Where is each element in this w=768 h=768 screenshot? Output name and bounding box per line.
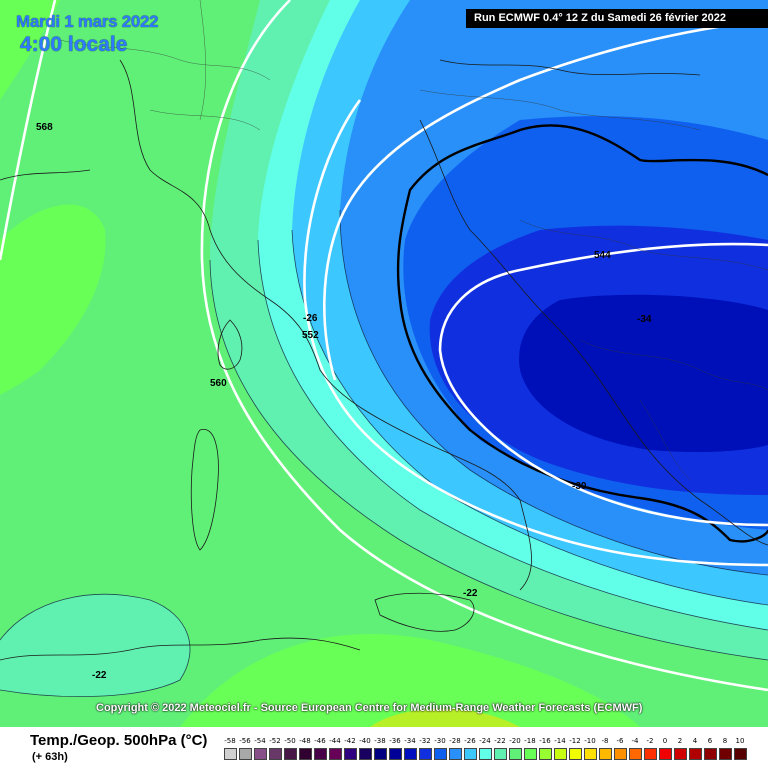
scale-label: -10: [584, 737, 596, 745]
label-geop-560: 560: [210, 378, 227, 389]
field-t-18-top: [0, 0, 60, 100]
scale-label: -4: [631, 737, 639, 745]
field-t-22-south: [0, 594, 190, 697]
scale-swatch: [644, 748, 657, 760]
forecast-time: 4:00 locale: [20, 33, 128, 56]
legend-lead-time: (+ 63h): [32, 751, 68, 763]
label-geop-552: 552: [302, 330, 319, 341]
weather-map: 568 560 552 544 -26 -34 -30 -22 -22: [0, 0, 768, 727]
scale-label: -36: [389, 737, 401, 745]
field-t-18-south: [180, 633, 640, 727]
scale-swatch: [569, 748, 582, 760]
scale-label: -32: [419, 737, 431, 745]
scale-swatch: [389, 748, 402, 760]
scale-label: -2: [646, 737, 654, 745]
scale-label: 6: [707, 737, 713, 745]
scale-label: -24: [479, 737, 491, 745]
scale-label: -52: [269, 737, 281, 745]
scale-swatch: [374, 748, 387, 760]
scale-label: -22: [494, 737, 506, 745]
scale-swatch: [494, 748, 507, 760]
scale-swatch: [329, 748, 342, 760]
scale-swatch: [509, 748, 522, 760]
scale-label: -40: [359, 737, 371, 745]
scale-swatch: [464, 748, 477, 760]
scale-label: -8: [601, 737, 609, 745]
coastlines: [0, 59, 768, 661]
label-geop-568: 568: [36, 122, 53, 133]
scale-label: 4: [692, 737, 698, 745]
scale-swatch: [359, 748, 372, 760]
scale-swatch: [299, 748, 312, 760]
label-temp-minus22-east: -22: [463, 588, 478, 599]
label-geop-544: 544: [594, 250, 611, 261]
scale-swatch: [449, 748, 462, 760]
geopotential-lines: [0, 0, 768, 692]
copyright-notice: Copyright © 2022 Meteociel.fr - Source E…: [96, 702, 643, 714]
label-temp-minus30: -30: [572, 481, 587, 492]
scale-label: -12: [569, 737, 581, 745]
scale-swatch: [434, 748, 447, 760]
scale-swatch: [254, 748, 267, 760]
scale-swatch: [614, 748, 627, 760]
scale-swatch: [344, 748, 357, 760]
label-temp-minus26: -26: [303, 313, 318, 324]
scale-label: -48: [299, 737, 311, 745]
scale-swatch: [719, 748, 732, 760]
forecast-date: Mardi 1 mars 2022: [16, 12, 159, 31]
scale-swatch: [314, 748, 327, 760]
scale-label: -58: [224, 737, 236, 745]
scale-swatch: [479, 748, 492, 760]
scale-label: -42: [344, 737, 356, 745]
scale-label: 10: [735, 737, 745, 745]
label-temp-minus34: -34: [637, 314, 652, 325]
scale-swatch: [224, 748, 237, 760]
legend-footer: Temp./Geop. 500hPa (°C) (+ 63h): [0, 727, 768, 768]
field-t-16-south: [370, 708, 520, 727]
scale-swatch: [554, 748, 567, 760]
field-t-18-west: [0, 204, 106, 395]
scale-swatch: [539, 748, 552, 760]
scale-swatch: [599, 748, 612, 760]
scale-label: -20: [509, 737, 521, 745]
scale-label: -14: [554, 737, 566, 745]
scale-swatch: [239, 748, 252, 760]
isotherm-minus30-bold: [396, 124, 768, 543]
scale-label: -30: [434, 737, 446, 745]
scale-swatch: [704, 748, 717, 760]
scale-label: -34: [404, 737, 416, 745]
scale-label: -18: [524, 737, 536, 745]
scale-label: -6: [616, 737, 624, 745]
scale-label: 0: [662, 737, 668, 745]
contour-labels: 568 560 552 544 -26 -34 -30 -22 -22: [36, 122, 652, 681]
scale-swatch: [269, 748, 282, 760]
scale-label: -28: [449, 737, 461, 745]
scale-swatch: [689, 748, 702, 760]
scale-label: -46: [314, 737, 326, 745]
borders: [59, 0, 768, 481]
scale-label: -54: [254, 737, 266, 745]
scale-swatch: [629, 748, 642, 760]
scale-swatch: [524, 748, 537, 760]
scale-label: 2: [677, 737, 683, 745]
scale-swatch: [419, 748, 432, 760]
scale-label: -56: [239, 737, 251, 745]
scale-label: 8: [722, 737, 728, 745]
scale-label: -50: [284, 737, 296, 745]
scale-label: -38: [374, 737, 386, 745]
scale-swatch: [284, 748, 297, 760]
scale-label: -16: [539, 737, 551, 745]
scale-swatch: [404, 748, 417, 760]
scale-label: -44: [329, 737, 341, 745]
run-info: Run ECMWF 0.4° 12 Z du Samedi 26 février…: [466, 9, 768, 28]
field-t-34: [519, 294, 768, 453]
scale-swatch: [584, 748, 597, 760]
label-temp-minus22-west: -22: [92, 670, 107, 681]
legend-title: Temp./Geop. 500hPa (°C): [30, 732, 208, 749]
scale-swatch: [659, 748, 672, 760]
scale-swatch: [734, 748, 747, 760]
scale-swatch: [674, 748, 687, 760]
scale-label: -26: [464, 737, 476, 745]
